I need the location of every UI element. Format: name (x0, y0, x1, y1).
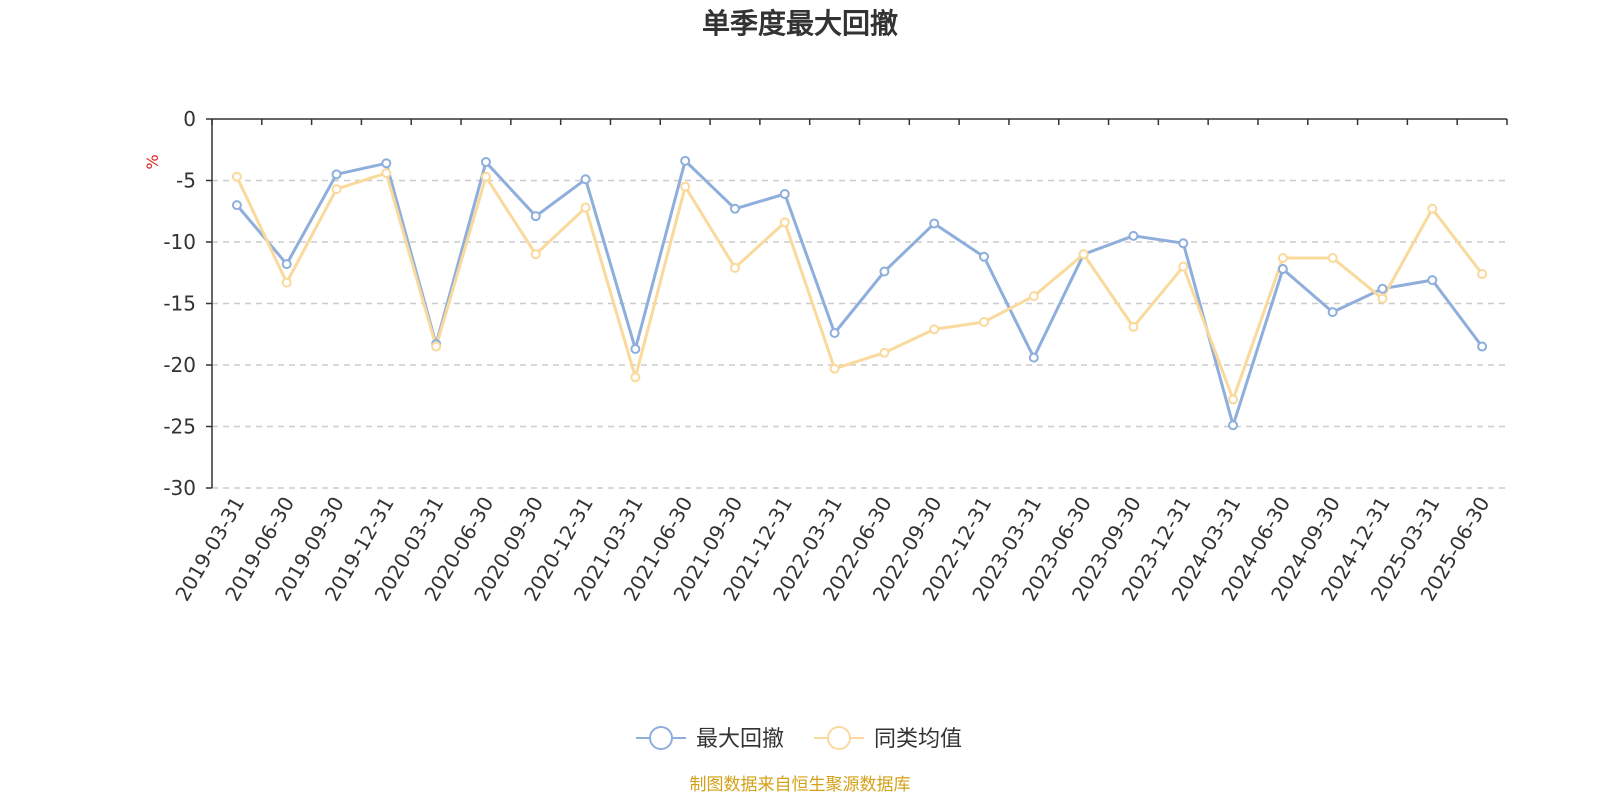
data-point[interactable] (729, 203, 740, 214)
legend-item-0[interactable]: 最大回撤 (636, 726, 784, 752)
data-point[interactable] (1128, 321, 1139, 332)
legend-marker (827, 726, 851, 750)
axes (206, 118, 1508, 489)
data-point[interactable] (1427, 275, 1438, 286)
data-source-note: 制图数据来自恒生聚源数据库 (690, 775, 911, 795)
data-point[interactable] (1178, 261, 1189, 272)
legend: 最大回撤 同类均值 (636, 726, 962, 752)
legend-label: 同类均值 (874, 727, 962, 752)
data-point[interactable] (381, 168, 392, 179)
y-tick-label: -25 (163, 415, 196, 439)
y-tick-label: 0 (183, 107, 196, 131)
data-point[interactable] (530, 211, 541, 222)
data-point[interactable] (1028, 352, 1039, 363)
data-point[interactable] (1477, 341, 1488, 352)
data-point[interactable] (779, 189, 790, 200)
data-point[interactable] (281, 277, 292, 288)
data-point[interactable] (1277, 252, 1288, 263)
data-point[interactable] (879, 266, 890, 277)
legend-label: 最大回撤 (696, 727, 784, 752)
x-tick-labels: 2019-03-312019-06-302019-09-302019-12-31… (170, 493, 1494, 606)
data-point[interactable] (480, 157, 491, 168)
data-point[interactable] (1128, 230, 1139, 241)
data-point[interactable] (580, 174, 591, 185)
data-point[interactable] (879, 347, 890, 358)
data-point[interactable] (630, 372, 641, 383)
data-point[interactable] (1327, 252, 1338, 263)
series-line-0 (235, 159, 1484, 427)
data-point[interactable] (729, 262, 740, 273)
y-tick-label: -10 (163, 230, 196, 254)
data-point[interactable] (580, 202, 591, 213)
data-point[interactable] (1178, 238, 1189, 249)
chart-title: 单季度最大回撤 (702, 7, 898, 40)
data-point[interactable] (281, 259, 292, 270)
series-lines (231, 155, 1488, 431)
data-point[interactable] (829, 363, 840, 374)
y-tick-label: -20 (163, 353, 196, 377)
data-point[interactable] (331, 184, 342, 195)
legend-marker (649, 726, 673, 750)
data-point[interactable] (1028, 291, 1039, 302)
data-point[interactable] (1477, 268, 1488, 279)
data-point[interactable] (979, 251, 990, 262)
data-point[interactable] (231, 171, 242, 182)
legend-item-1[interactable]: 同类均值 (814, 726, 962, 752)
y-tick-label: -30 (163, 476, 196, 500)
data-point[interactable] (1277, 264, 1288, 275)
data-point[interactable] (1377, 283, 1388, 294)
data-point[interactable] (231, 200, 242, 211)
data-point[interactable] (680, 155, 691, 166)
data-point[interactable] (1377, 293, 1388, 304)
data-point[interactable] (979, 316, 990, 327)
y-axis-unit: % (143, 154, 162, 169)
grid-lines (212, 179, 1507, 489)
data-point[interactable] (929, 324, 940, 335)
y-tick-label: -15 (163, 292, 196, 316)
data-point[interactable] (929, 218, 940, 229)
data-point[interactable] (630, 344, 641, 355)
data-point[interactable] (680, 181, 691, 192)
data-point[interactable] (381, 158, 392, 169)
data-point[interactable] (1078, 249, 1089, 260)
data-point[interactable] (1327, 307, 1338, 318)
data-point[interactable] (480, 171, 491, 182)
data-point[interactable] (829, 328, 840, 339)
data-point[interactable] (1228, 420, 1239, 431)
data-point[interactable] (779, 217, 790, 228)
y-tick-label: -5 (176, 169, 196, 193)
data-point[interactable] (1427, 203, 1438, 214)
data-point[interactable] (530, 249, 541, 260)
data-point[interactable] (431, 341, 442, 352)
series-line-1 (235, 171, 1484, 401)
data-point[interactable] (1228, 394, 1239, 405)
data-point[interactable] (331, 169, 342, 180)
y-tick-labels: 0 -5 -10 -15 -20 -25 -30 (163, 107, 196, 500)
